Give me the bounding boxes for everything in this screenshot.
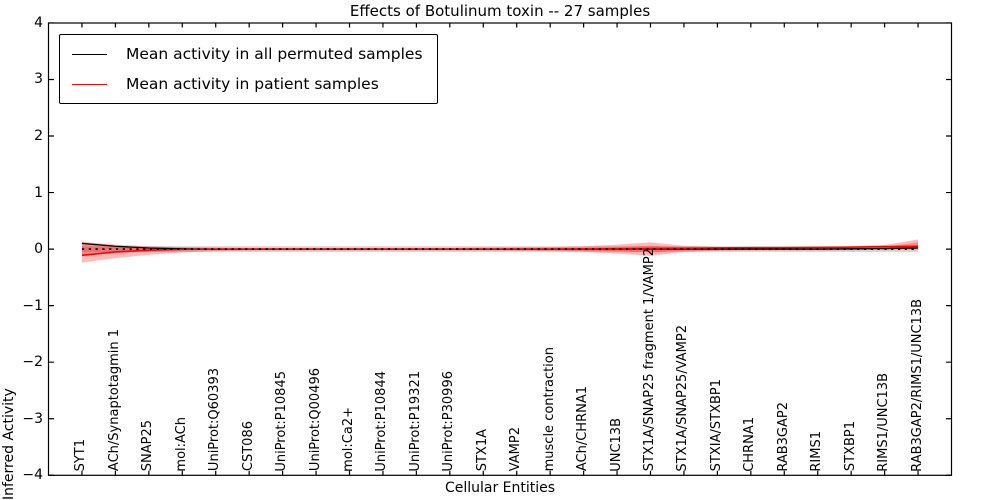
- x-axis-label: Cellular Entities: [444, 480, 556, 496]
- x-tick-label: ACh/CHRNA1: [575, 386, 591, 472]
- y-tick-label: 2: [34, 128, 43, 145]
- chart-title: Effects of Botulinum toxin -- 27 samples: [349, 2, 651, 20]
- x-tick-label: UniProt:P19321: [407, 370, 423, 472]
- y-tick-label: −1: [22, 297, 43, 314]
- x-tick-label: mol:ACh: [173, 416, 189, 472]
- x-tick-label: UniProt:P10844: [374, 370, 390, 472]
- legend-label: Mean activity in all permuted samples: [126, 45, 423, 63]
- legend-item-permuted: Mean activity in all permuted samples: [72, 40, 423, 68]
- x-tick-label: CHRNA1: [742, 416, 758, 472]
- x-tick-label: ACh/Synaptotagmin 1: [106, 329, 122, 472]
- x-tick-label: UNC13B: [608, 417, 624, 472]
- y-tick-label: 4: [34, 14, 43, 31]
- y-tick-label: −3: [22, 410, 43, 427]
- x-tick-label: UniProt:Q00496: [307, 368, 323, 472]
- x-tick-label: STXBP1: [842, 421, 858, 472]
- x-tick-label: UniProt:P30996: [441, 370, 457, 472]
- y-tick-label: −4: [22, 467, 43, 484]
- patient-line-swatch: [72, 83, 107, 85]
- x-tick-label: STX1A/SNAP25/VAMP2: [675, 324, 691, 472]
- x-tick-label: RIMS1/UNC13B: [876, 372, 892, 472]
- y-tick-label: −2: [22, 354, 43, 371]
- x-tick-label: RIMS1: [809, 430, 825, 472]
- x-tick-label: UniProt:Q60393: [207, 368, 223, 472]
- x-tick-label: CST086: [240, 421, 256, 472]
- x-tick-label: RAB3GAP2: [775, 401, 791, 472]
- x-tick-label: STX1A: [474, 429, 490, 472]
- axis-ticks: [48, 22, 952, 476]
- y-tick-label: 0: [34, 241, 43, 258]
- x-tick-label: UniProt:P10845: [274, 370, 290, 472]
- x-tick-label: muscle contraction: [541, 347, 557, 472]
- x-tick-label: RAB3GAP2/RIMS1/UNC13B: [909, 298, 925, 472]
- x-tick-label: VAMP2: [508, 427, 524, 472]
- x-tick-label: mol:Ca2+: [341, 406, 356, 472]
- y-tick-label: 3: [34, 71, 43, 88]
- y-tick-label: 1: [34, 184, 43, 201]
- x-tick-label: SYT1: [73, 439, 89, 472]
- x-tick-label: STXIA/STXBP1: [708, 379, 724, 472]
- x-tick-label: STX1A/SNAP25 fragment 1/VAMP2: [642, 248, 657, 472]
- legend: Mean activity in all permuted samples Me…: [59, 34, 438, 104]
- series-line-1: [81, 245, 919, 257]
- legend-item-patient: Mean activity in patient samples: [72, 70, 423, 98]
- legend-label: Mean activity in patient samples: [126, 75, 379, 93]
- x-tick-label: SNAP25: [140, 420, 156, 472]
- permuted-line-swatch: [72, 53, 107, 55]
